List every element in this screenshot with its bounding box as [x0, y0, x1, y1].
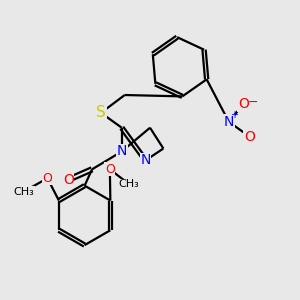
Text: +: +: [230, 110, 238, 120]
Text: O: O: [244, 130, 255, 144]
Text: N: N: [224, 115, 234, 129]
Text: N: N: [117, 145, 127, 158]
Text: CH₃: CH₃: [119, 179, 140, 189]
Text: −: −: [248, 96, 258, 109]
Text: CH₃: CH₃: [13, 187, 34, 196]
Text: O: O: [63, 173, 74, 187]
Text: S: S: [96, 105, 106, 120]
Text: N: N: [140, 153, 151, 167]
Text: O: O: [238, 97, 249, 111]
Text: O: O: [105, 163, 115, 176]
Text: O: O: [43, 172, 52, 185]
